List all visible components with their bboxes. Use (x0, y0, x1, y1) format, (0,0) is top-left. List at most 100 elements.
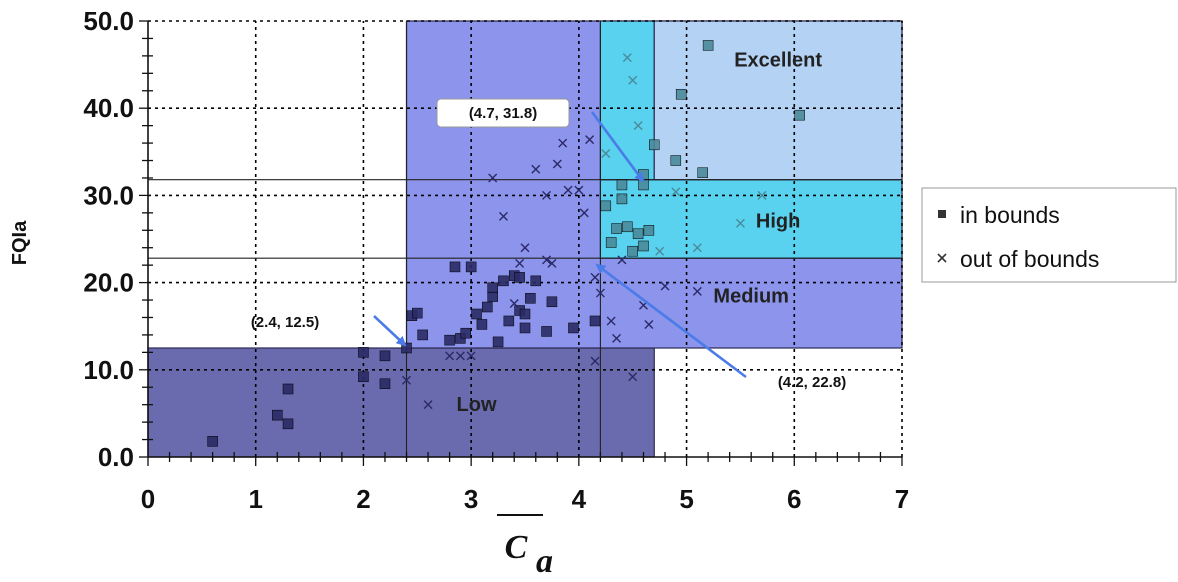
data-points (207, 40, 805, 447)
data-point-in-bounds (401, 342, 412, 354)
data-point-in-bounds (498, 275, 509, 287)
region-label-low: Low (457, 394, 497, 416)
data-point-in-bounds (471, 308, 482, 320)
data-point-in-bounds (282, 418, 294, 430)
data-point-out-of-bounds (671, 187, 681, 197)
data-point-in-bounds (379, 350, 391, 362)
data-point-in-bounds (702, 40, 714, 51)
data-point-out-of-bounds (735, 218, 745, 228)
annotations: (4.7, 31.8) (2.4, 12.5) (4.2, 22.8) (251, 98, 846, 391)
data-point-in-bounds (444, 334, 455, 346)
data-point-in-bounds (616, 193, 628, 205)
data-point-out-of-bounds (601, 149, 611, 159)
data-point-in-bounds (541, 326, 552, 337)
data-point-out-of-bounds (488, 173, 498, 183)
data-point-out-of-bounds (498, 211, 508, 221)
data-point-out-of-bounds (585, 135, 595, 145)
y-tick-label: 20.0 (83, 268, 134, 298)
legend-marker-square (938, 210, 946, 218)
regions-layer (147, 20, 903, 458)
data-point-out-of-bounds (612, 333, 622, 343)
data-point-in-bounds (638, 179, 649, 191)
annotation-label: (2.4, 12.5) (251, 314, 319, 331)
data-point-out-of-bounds (692, 243, 702, 253)
x-tick-label: 1 (248, 484, 262, 514)
data-point-out-of-bounds (628, 372, 638, 382)
x-tick-label: 5 (679, 484, 693, 514)
y-axis-label: FQIa (9, 220, 31, 265)
data-point-in-bounds (605, 237, 617, 248)
data-point-out-of-bounds (617, 255, 627, 265)
x-axis-label: C a (497, 514, 553, 580)
boundary-lines (148, 21, 902, 457)
axes: 0.0 10.0 20.0 30.0 40.0 50.0 0 1 2 3 4 5 6 7 (83, 6, 909, 514)
annotation-label: (4.2, 22.8) (778, 374, 846, 391)
x-tick-label: 7 (895, 484, 909, 514)
data-point-in-bounds (417, 329, 428, 341)
annotation-label: (4.7, 31.8) (469, 105, 537, 122)
data-point-out-of-bounds (547, 258, 557, 268)
data-point-out-of-bounds (558, 138, 568, 148)
data-point-in-bounds (530, 275, 542, 287)
data-point-out-of-bounds (466, 351, 476, 361)
data-point-in-bounds (487, 282, 498, 294)
data-point-in-bounds (622, 221, 633, 233)
data-point-in-bounds (589, 315, 601, 327)
x-tick-label: 3 (464, 484, 478, 514)
data-point-out-of-bounds (542, 190, 552, 200)
data-point-out-of-bounds (445, 351, 455, 361)
data-point-out-of-bounds (628, 75, 638, 85)
x-tick-label: 0 (141, 484, 155, 514)
data-point-out-of-bounds (622, 53, 632, 63)
data-point-in-bounds (632, 228, 644, 240)
x-tick-label: 4 (572, 484, 587, 514)
region-label-medium: Medium (713, 286, 789, 308)
data-point-in-bounds (207, 436, 218, 447)
data-point-in-bounds (482, 301, 493, 313)
y-tick-label: 0.0 (98, 442, 134, 472)
x-axis-label-main: C (505, 529, 528, 566)
annotation-arrow (373, 315, 407, 347)
data-point-in-bounds (503, 315, 515, 327)
data-point-in-bounds (476, 319, 488, 330)
legend-box (921, 187, 1177, 283)
data-point-out-of-bounds (590, 272, 600, 282)
data-point-out-of-bounds (590, 356, 600, 366)
data-point-in-bounds (794, 109, 805, 121)
data-point-out-of-bounds (692, 286, 702, 296)
legend-marker-x (937, 253, 947, 263)
data-point-out-of-bounds (520, 243, 530, 253)
data-point-in-bounds (616, 179, 628, 191)
x-tick-label: 2 (356, 484, 370, 514)
legend: in bounds out of bounds (921, 187, 1177, 283)
data-point-out-of-bounds (579, 208, 589, 218)
region-excellent (653, 20, 903, 181)
data-point-out-of-bounds (595, 288, 605, 298)
data-point-in-bounds (492, 336, 504, 348)
region-upper-band-3 (599, 20, 655, 181)
data-point-in-bounds (358, 371, 369, 383)
data-point-out-of-bounds (423, 400, 433, 410)
grid-layer (148, 20, 903, 457)
legend-label-in-bounds: in bounds (960, 202, 1060, 228)
data-point-in-bounds (514, 272, 525, 283)
annotation-arrow (595, 263, 747, 379)
data-point-in-bounds (272, 409, 283, 421)
data-point-in-bounds (675, 88, 687, 100)
data-point-out-of-bounds (515, 258, 525, 268)
y-tick-label: 50.0 (83, 6, 134, 36)
data-point-in-bounds (379, 378, 391, 390)
region-low (147, 347, 655, 458)
data-point-in-bounds (568, 322, 579, 334)
data-point-in-bounds (358, 347, 369, 358)
data-point-out-of-bounds (660, 281, 670, 291)
data-point-in-bounds (282, 383, 294, 395)
data-point-in-bounds (519, 322, 531, 334)
data-point-out-of-bounds (606, 316, 616, 326)
region-label-excellent: Excellent (734, 49, 822, 71)
data-point-in-bounds (638, 240, 649, 252)
data-point-out-of-bounds (542, 255, 552, 265)
data-point-out-of-bounds (574, 185, 584, 195)
legend-label-out-of-bounds: out of bounds (960, 246, 1099, 272)
data-point-out-of-bounds (633, 121, 643, 131)
